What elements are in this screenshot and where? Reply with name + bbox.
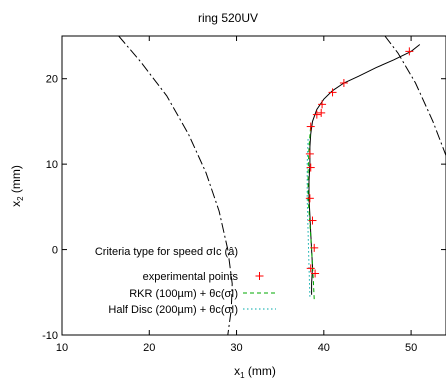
experimental-point bbox=[328, 88, 337, 97]
y-tick-label: -10 bbox=[42, 330, 58, 342]
experimental-point bbox=[305, 149, 314, 158]
experimental-point bbox=[305, 194, 314, 203]
x-tick-label: 50 bbox=[405, 342, 417, 354]
experimental-point bbox=[311, 269, 320, 278]
experimental-point bbox=[318, 100, 327, 109]
axis-ticks: 10 20 30 40 50 -10 0 10 20 bbox=[42, 36, 446, 354]
ring-boundary-line bbox=[384, 36, 446, 156]
plot-area bbox=[118, 36, 446, 335]
y-tick-label: 10 bbox=[46, 159, 58, 171]
legend-entry-label: experimental points bbox=[143, 271, 239, 283]
plot-frame bbox=[61, 35, 446, 336]
experimental-point bbox=[308, 216, 317, 225]
experimental-point bbox=[405, 47, 414, 56]
legend-entry-label: Half Disc (200µm) + θc(σI) bbox=[108, 304, 238, 316]
experimental-point bbox=[317, 108, 326, 117]
experimental-point bbox=[339, 78, 348, 87]
x-axis-label: x1 (mm) bbox=[234, 364, 276, 380]
experimental-point bbox=[306, 122, 315, 131]
experimental-point bbox=[310, 243, 319, 252]
half-disc-prediction-line bbox=[306, 138, 311, 297]
y-tick-label: 20 bbox=[46, 74, 58, 86]
experimental-point bbox=[306, 163, 315, 172]
y-axis-label: x2 (mm) bbox=[9, 165, 25, 207]
x-tick-label: 40 bbox=[318, 342, 330, 354]
legend-entry-label: RKR (100µm) + θc(σI) bbox=[129, 288, 238, 300]
legend-header: Criteria type for speed σIc (â) bbox=[95, 246, 238, 258]
ring-boundary-line bbox=[118, 36, 233, 335]
experimental-point bbox=[312, 110, 321, 119]
experimental-point bbox=[306, 264, 315, 273]
legend: Criteria type for speed σIc (â) experimen… bbox=[95, 246, 276, 316]
x-tick-label: 10 bbox=[56, 342, 68, 354]
y-tick-label: 0 bbox=[52, 245, 58, 257]
crack-path-line bbox=[308, 44, 421, 295]
chart-title: ring 520UV bbox=[198, 11, 258, 25]
x-tick-label: 20 bbox=[143, 342, 155, 354]
x-tick-label: 30 bbox=[230, 342, 242, 354]
rkr-prediction-line bbox=[307, 125, 315, 300]
